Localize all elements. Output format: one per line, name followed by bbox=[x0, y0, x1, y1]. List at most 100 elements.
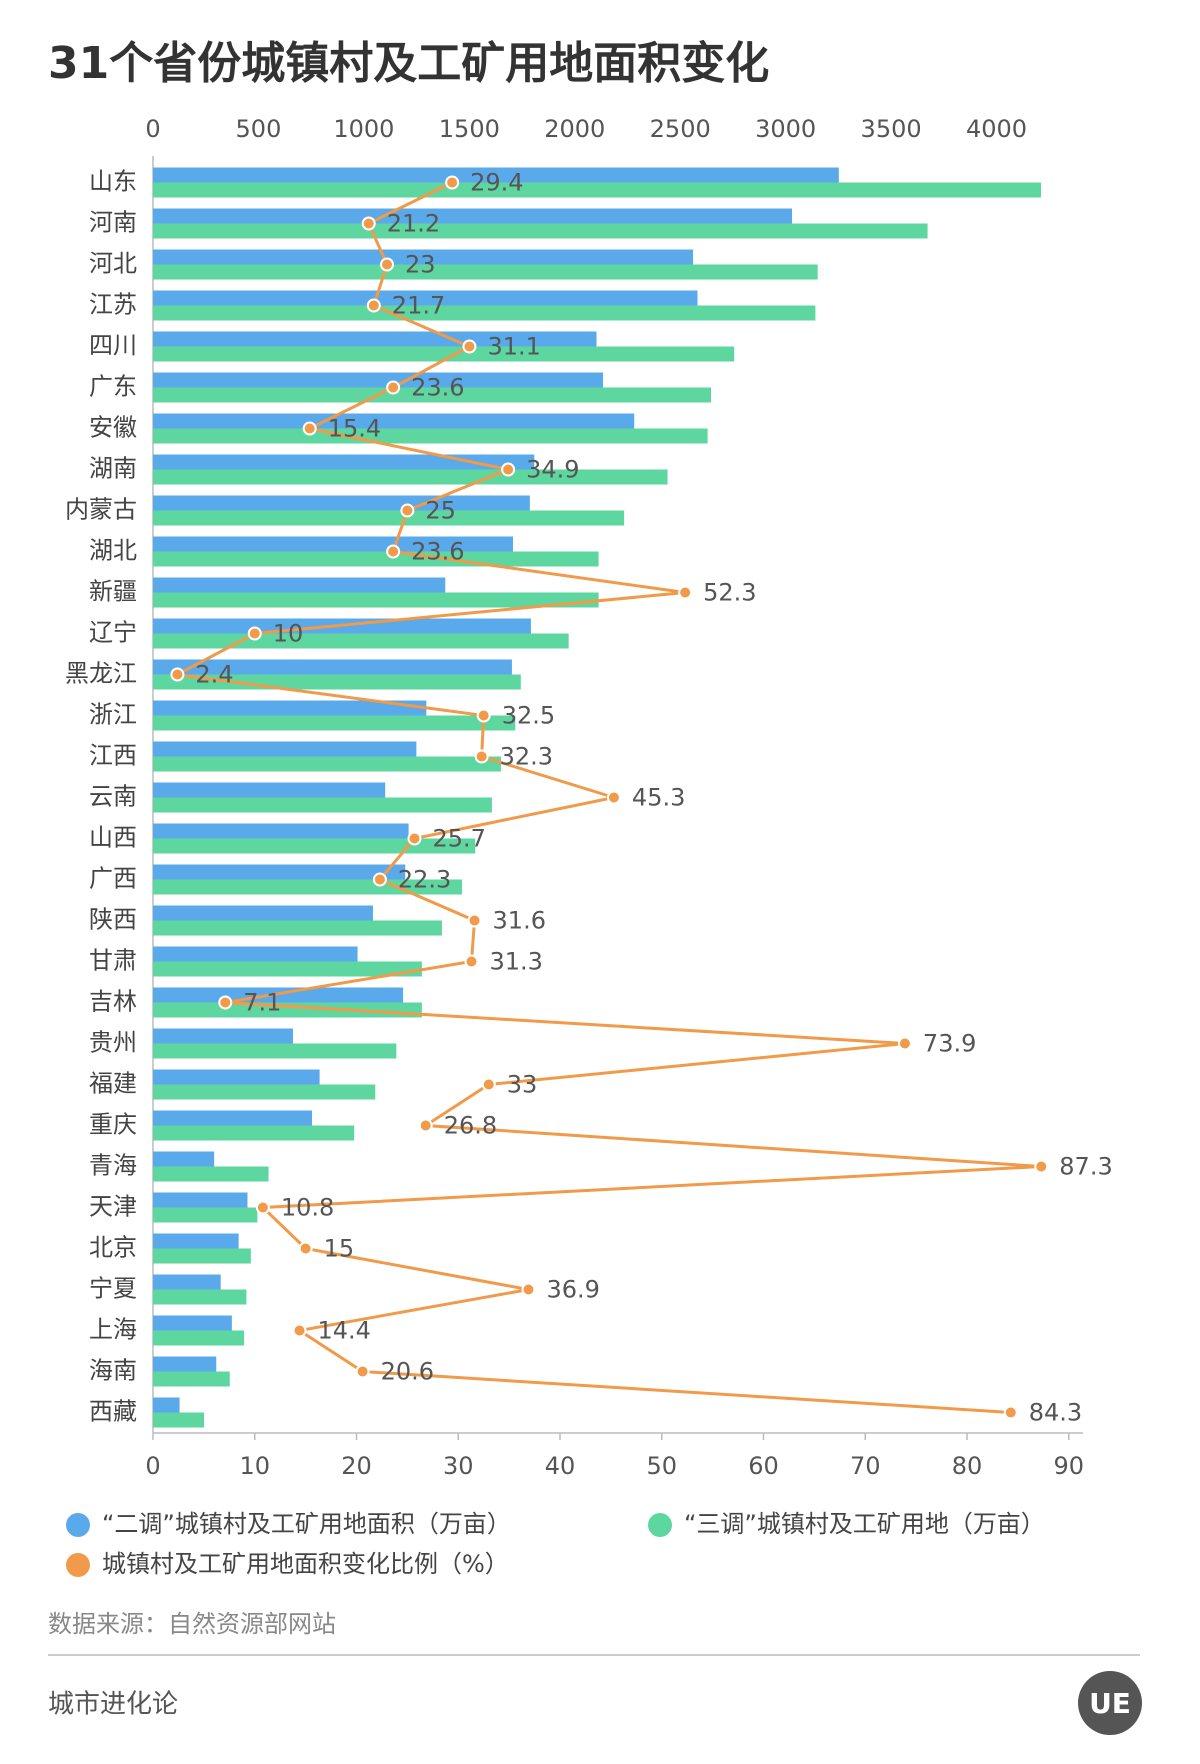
data-label: 23 bbox=[405, 251, 436, 279]
category-label: 云南 bbox=[89, 783, 137, 811]
top-tick-label: 4000 bbox=[966, 115, 1027, 143]
bar bbox=[153, 1192, 248, 1208]
data-label: 15 bbox=[324, 1235, 355, 1263]
data-label: 25 bbox=[425, 497, 456, 525]
data-label: 31.6 bbox=[493, 907, 546, 935]
data-label: 23.6 bbox=[411, 538, 464, 566]
data-label: 7.1 bbox=[243, 989, 281, 1017]
bottom-tick-label: 80 bbox=[952, 1452, 983, 1480]
ratio-point bbox=[218, 995, 233, 1010]
ratio-point bbox=[445, 175, 460, 190]
ratio-point bbox=[1003, 1405, 1018, 1420]
ratio-point bbox=[474, 749, 489, 764]
bar bbox=[153, 331, 597, 347]
bar bbox=[153, 1028, 294, 1044]
bottom-tick-label: 30 bbox=[443, 1452, 474, 1480]
bar bbox=[153, 387, 711, 403]
data-label: 87.3 bbox=[1059, 1153, 1112, 1181]
top-tick-label: 1000 bbox=[333, 115, 394, 143]
category-label: 吉林 bbox=[89, 988, 137, 1016]
bar bbox=[153, 633, 569, 649]
ratio-point bbox=[501, 462, 516, 477]
top-tick-label: 3500 bbox=[861, 115, 922, 143]
bar bbox=[153, 305, 816, 321]
ratio-point bbox=[361, 216, 376, 231]
bar bbox=[153, 413, 635, 429]
bar bbox=[153, 469, 668, 485]
bar bbox=[153, 1248, 251, 1264]
bar bbox=[153, 782, 386, 798]
bar bbox=[153, 715, 516, 731]
data-label: 21.7 bbox=[392, 292, 445, 320]
ratio-point bbox=[678, 585, 693, 600]
bottom-tick-label: 10 bbox=[239, 1452, 270, 1480]
ratio-point bbox=[372, 872, 387, 887]
ratio-point bbox=[380, 257, 395, 272]
top-tick-label: 1500 bbox=[439, 115, 500, 143]
bar bbox=[153, 577, 446, 593]
bar bbox=[153, 495, 530, 511]
data-label: 26.8 bbox=[444, 1112, 497, 1140]
category-label: 福建 bbox=[89, 1070, 137, 1098]
category-label: 重庆 bbox=[89, 1111, 137, 1139]
data-label: 31.1 bbox=[487, 333, 540, 361]
bar bbox=[153, 428, 708, 444]
ratio-point bbox=[292, 1323, 307, 1338]
category-label: 山东 bbox=[89, 168, 137, 196]
legend-marker bbox=[66, 1553, 90, 1577]
category-label: 安徽 bbox=[89, 414, 137, 442]
logo: UE bbox=[1089, 1687, 1131, 1720]
legend-label: 城镇村及工矿用地面积变化比例（%） bbox=[102, 1550, 509, 1578]
logo-circle bbox=[1078, 1671, 1142, 1735]
data-label: 84.3 bbox=[1029, 1399, 1082, 1427]
bar bbox=[153, 551, 599, 567]
category-label: 四川 bbox=[89, 332, 137, 360]
ratio-point bbox=[464, 954, 479, 969]
bottom-tick-label: 0 bbox=[145, 1452, 160, 1480]
category-label: 河南 bbox=[89, 209, 137, 237]
top-tick-label: 2000 bbox=[544, 115, 605, 143]
ratio-point bbox=[1034, 1159, 1049, 1174]
bottom-tick-label: 20 bbox=[341, 1452, 372, 1480]
category-label: 西藏 bbox=[89, 1398, 137, 1426]
bar bbox=[153, 864, 406, 880]
data-label: 2.4 bbox=[195, 661, 233, 689]
category-label: 上海 bbox=[89, 1316, 137, 1344]
ratio-point bbox=[462, 339, 477, 354]
bar bbox=[153, 182, 1042, 198]
bar bbox=[153, 1274, 221, 1290]
bottom-tick-label: 60 bbox=[748, 1452, 779, 1480]
data-label: 45.3 bbox=[632, 784, 685, 812]
bar bbox=[153, 167, 839, 183]
ratio-point bbox=[400, 503, 415, 518]
ratio-point bbox=[481, 1077, 496, 1092]
ratio-point bbox=[418, 1118, 433, 1133]
bar bbox=[153, 510, 625, 526]
category-label: 湖北 bbox=[89, 537, 137, 565]
legend-label: “三调”城镇村及工矿用地（万亩） bbox=[684, 1510, 1045, 1538]
data-label: 23.6 bbox=[411, 374, 464, 402]
bar bbox=[153, 946, 358, 962]
ratio-point bbox=[302, 421, 317, 436]
category-label: 辽宁 bbox=[89, 619, 137, 647]
bottom-tick-label: 40 bbox=[545, 1452, 576, 1480]
top-tick-label: 0 bbox=[145, 115, 160, 143]
ratio-point bbox=[606, 790, 621, 805]
category-label: 浙江 bbox=[89, 701, 137, 729]
top-tick-label: 500 bbox=[236, 115, 282, 143]
bar bbox=[153, 756, 501, 772]
bar bbox=[153, 1330, 245, 1346]
bar bbox=[153, 1371, 230, 1387]
bar bbox=[153, 823, 409, 839]
ratio-point bbox=[467, 913, 482, 928]
category-label: 青海 bbox=[89, 1152, 137, 1180]
category-label: 黑龙江 bbox=[65, 660, 137, 688]
bar bbox=[153, 1125, 355, 1141]
bar bbox=[153, 838, 476, 854]
ratio-point bbox=[298, 1241, 313, 1256]
ratio-point bbox=[386, 380, 401, 395]
source: 数据来源：自然资源部网站 bbox=[48, 1610, 336, 1638]
bar bbox=[153, 1356, 217, 1372]
data-label: 32.3 bbox=[500, 743, 553, 771]
bar bbox=[153, 797, 492, 813]
